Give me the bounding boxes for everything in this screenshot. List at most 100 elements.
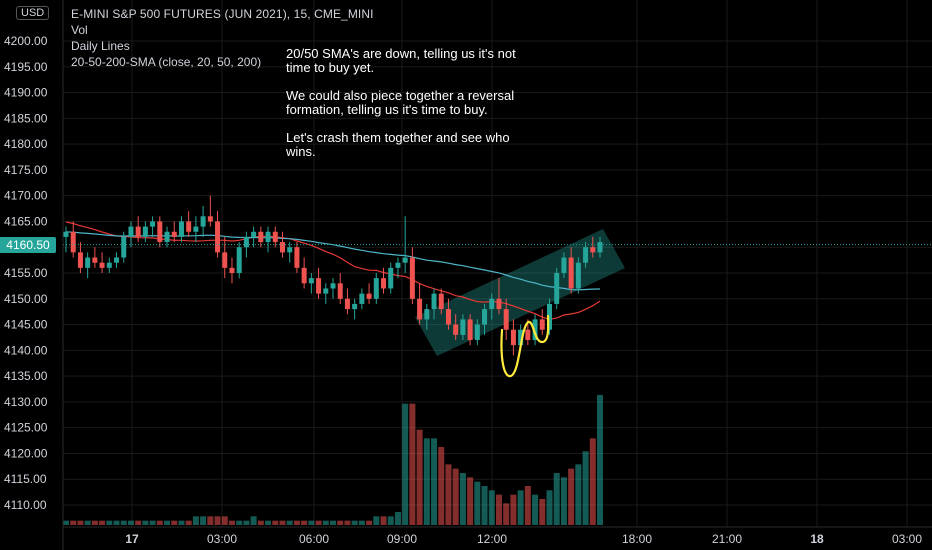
y-tick-label: 4115.00 — [4, 472, 47, 486]
candle-body — [229, 267, 235, 273]
x-tick-label: 03:00 — [207, 532, 237, 546]
candle-body — [532, 319, 538, 341]
volume-bar — [99, 520, 106, 525]
x-tick-label: 17 — [125, 532, 139, 546]
volume-bar — [120, 520, 127, 525]
candle-body — [77, 252, 83, 268]
symbol-title[interactable]: E-MINI S&P 500 FUTURES (JUN 2021), 15, C… — [71, 7, 374, 21]
candle-body — [186, 221, 192, 232]
x-tick-label: 21:00 — [712, 532, 742, 546]
volume-bar — [70, 520, 77, 525]
indicator-sma[interactable]: 20-50-200-SMA (close, 20, 50, 200) — [71, 55, 262, 69]
candle-body — [164, 231, 170, 243]
volume-bar — [106, 520, 113, 525]
x-tick-label: 03:00 — [892, 532, 922, 546]
currency-label[interactable]: USD — [16, 6, 50, 20]
volume-bar — [192, 516, 199, 525]
volume-bar — [236, 520, 243, 525]
chart-annotation-note[interactable]: 20/50 SMA's are down, telling us it's no… — [286, 47, 536, 173]
candle-body — [366, 293, 372, 299]
volume-bar — [366, 520, 373, 525]
x-tick-label: 18 — [810, 532, 824, 546]
volume-bar — [380, 516, 387, 525]
y-tick-label: 4145.00 — [4, 318, 48, 332]
candle-body — [142, 226, 148, 237]
volume-bar — [250, 516, 257, 525]
candle-body — [308, 278, 314, 284]
price-axis[interactable]: 4110.00 4115.00 4120.00 4125.00 4130.00 4135.… — [4, 34, 48, 512]
volume-bar — [315, 520, 322, 525]
note-line-3: Let's crash them together and see who wi… — [286, 130, 510, 159]
candle-body — [128, 226, 134, 237]
volume-bar — [416, 429, 423, 525]
volume-bar — [84, 520, 91, 525]
volume-bar — [149, 520, 156, 525]
candle-body — [215, 221, 221, 253]
volume-bar — [142, 520, 149, 525]
x-tick-label: 09:00 — [387, 532, 417, 546]
volume-bar — [207, 516, 214, 525]
volume-bar — [409, 403, 416, 525]
volume-bar — [185, 520, 192, 525]
candle-body — [359, 293, 365, 304]
candle-body — [424, 309, 430, 320]
y-tick-label: 4140.00 — [4, 343, 48, 357]
candle-body — [323, 288, 329, 294]
candle-body — [575, 262, 581, 289]
candle-body — [337, 283, 343, 299]
volume-bar — [91, 520, 98, 525]
indicator-daily-lines[interactable]: Daily Lines — [71, 39, 130, 53]
y-tick-label: 4195.00 — [4, 60, 48, 74]
candle-body — [287, 247, 293, 253]
indicator-volume[interactable]: Vol — [71, 23, 88, 37]
volume-bar — [272, 520, 279, 525]
candle-body — [243, 236, 249, 248]
volume-bar — [351, 520, 358, 525]
candle-body — [445, 309, 451, 325]
volume-bar — [344, 520, 351, 525]
candle-body — [388, 267, 394, 289]
time-axis[interactable]: 17 03:00 06:00 09:00 12:00 18:00 21:00 18 03:00 — [62, 0, 932, 550]
y-tick-label: 4200.00 — [4, 34, 48, 48]
y-tick-label: 4170.00 — [4, 189, 48, 203]
candle-body — [554, 273, 560, 304]
candle-body — [453, 324, 459, 335]
volume-bar — [445, 464, 452, 525]
volume-bar — [178, 520, 185, 525]
volume-bar — [358, 520, 365, 525]
volume-bar — [524, 486, 531, 525]
candle-body — [539, 319, 545, 330]
candle-body — [474, 324, 480, 341]
volume-bar — [135, 520, 142, 525]
candle-body — [482, 309, 488, 325]
candle-body — [561, 257, 567, 273]
volume-bar — [560, 477, 567, 525]
candle-body — [568, 257, 574, 289]
volume-bar — [488, 490, 495, 525]
candle-body — [460, 319, 466, 335]
candle-body — [171, 231, 177, 237]
candle-body — [106, 262, 112, 268]
volume-bar — [474, 481, 481, 525]
y-tick-label: 4110.00 — [4, 498, 47, 512]
candle-body — [431, 293, 437, 310]
volume-bar — [539, 499, 546, 525]
candle-body — [193, 226, 199, 232]
y-tick-label: 4190.00 — [4, 86, 48, 100]
candle-body — [272, 231, 278, 243]
chart-legend: E-MINI S&P 500 FUTURES (JUN 2021), 15, C… — [71, 6, 374, 70]
y-tick-label: 4130.00 — [4, 395, 48, 409]
volume-bar — [546, 490, 553, 525]
candle-body — [590, 247, 596, 253]
candle-body — [157, 221, 163, 243]
volume-bar — [293, 520, 300, 525]
last-price-tag: 4160.50 — [0, 237, 56, 253]
volume-bar — [257, 520, 264, 525]
candle-body — [150, 221, 156, 227]
reversal-formation-drawing[interactable] — [500, 314, 550, 378]
y-tick-label: 4155.00 — [4, 266, 48, 280]
volume-bar — [265, 520, 272, 525]
candle-body — [518, 329, 524, 346]
candle-body — [63, 231, 69, 237]
